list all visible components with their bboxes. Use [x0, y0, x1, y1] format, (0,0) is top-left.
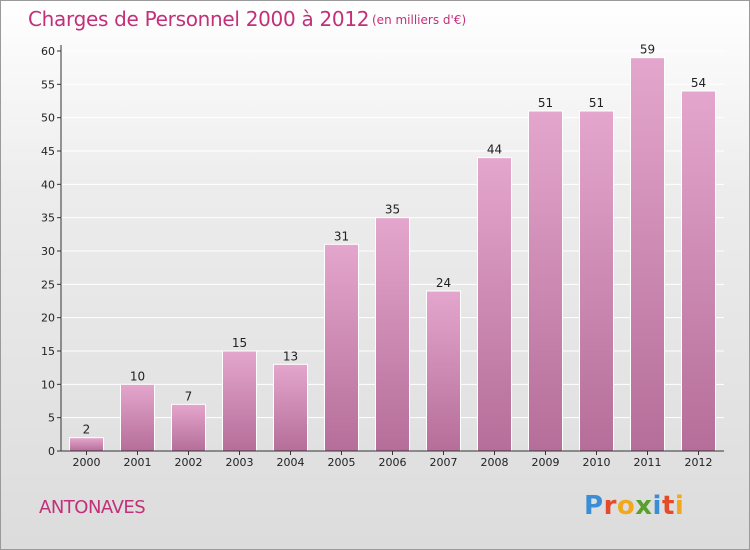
bar [120, 383, 155, 452]
y-tick-label: 20 [41, 312, 55, 325]
bar [324, 243, 359, 452]
x-tick-label: 2010 [583, 456, 611, 469]
axis-layer: 0 5 10 15 20 25 30 35 40 45 50 55 60 2000 2001 2002 2003… [41, 45, 724, 469]
y-tick-label: 35 [41, 212, 55, 225]
brand-letter: t [661, 491, 675, 521]
bar [375, 217, 410, 452]
x-tick-label: 2000 [73, 456, 101, 469]
bar [477, 157, 512, 452]
y-tick-label: 50 [41, 112, 55, 125]
bar [681, 90, 716, 452]
bar [273, 363, 308, 452]
data-label: 35 [385, 203, 400, 217]
proxiti-logo[interactable]: Proxiti [584, 491, 684, 521]
x-tick-label: 2002 [175, 456, 203, 469]
y-tick-label: 60 [41, 45, 55, 58]
x-tick-label: 2007 [430, 456, 458, 469]
x-tick-label: 2012 [685, 456, 713, 469]
x-tick-label: 2001 [124, 456, 152, 469]
y-tick-label: 15 [41, 345, 55, 358]
y-tick-label: 40 [41, 178, 55, 191]
y-tick-label: 45 [41, 145, 55, 158]
bar [69, 437, 104, 452]
y-tick-label: 5 [48, 412, 55, 425]
bar [171, 403, 206, 452]
y-tick-label: 55 [41, 78, 55, 91]
y-tick-label: 10 [41, 378, 55, 391]
brand-letter: r [603, 491, 617, 521]
data-label: 54 [691, 76, 706, 90]
chart-title: Charges de Personnel 2000 à 2012 [28, 7, 370, 31]
chart-subtitle: (en milliers d'€) [372, 13, 467, 27]
y-tick-label: 30 [41, 245, 55, 258]
x-tick-label: 2004 [277, 456, 305, 469]
data-label: 51 [589, 96, 604, 110]
x-tick-label: 2008 [481, 456, 509, 469]
data-label: 13 [283, 349, 298, 363]
x-tick-label: 2005 [328, 456, 356, 469]
y-tick-label: 25 [41, 278, 55, 291]
brand-letter: o [616, 491, 636, 521]
data-label: 51 [538, 96, 553, 110]
bar [579, 110, 614, 452]
x-tick-label: 2011 [634, 456, 662, 469]
bars-layer: 2 10 7 15 13 31 35 24 44 51 51 59 54 [69, 43, 716, 452]
x-tick-label: 2003 [226, 456, 254, 469]
data-label: 7 [185, 389, 193, 403]
bar [630, 57, 665, 452]
brand-letter: x [635, 491, 653, 521]
location-label: ANTONAVES [39, 497, 146, 518]
data-label: 2 [83, 423, 91, 437]
data-label: 44 [487, 143, 502, 157]
brand-letter: i [652, 491, 662, 521]
bar [426, 290, 461, 452]
data-label: 31 [334, 229, 349, 243]
data-label: 59 [640, 43, 655, 57]
data-label: 10 [130, 369, 145, 383]
x-tick-label: 2009 [532, 456, 560, 469]
data-label: 15 [232, 336, 247, 350]
data-label: 24 [436, 276, 451, 290]
x-tick-label: 2006 [379, 456, 407, 469]
brand-letter: P [584, 491, 604, 521]
brand-letter: i [674, 491, 685, 521]
y-tick-label: 0 [48, 445, 55, 458]
bar [222, 350, 257, 452]
bar [528, 110, 563, 452]
